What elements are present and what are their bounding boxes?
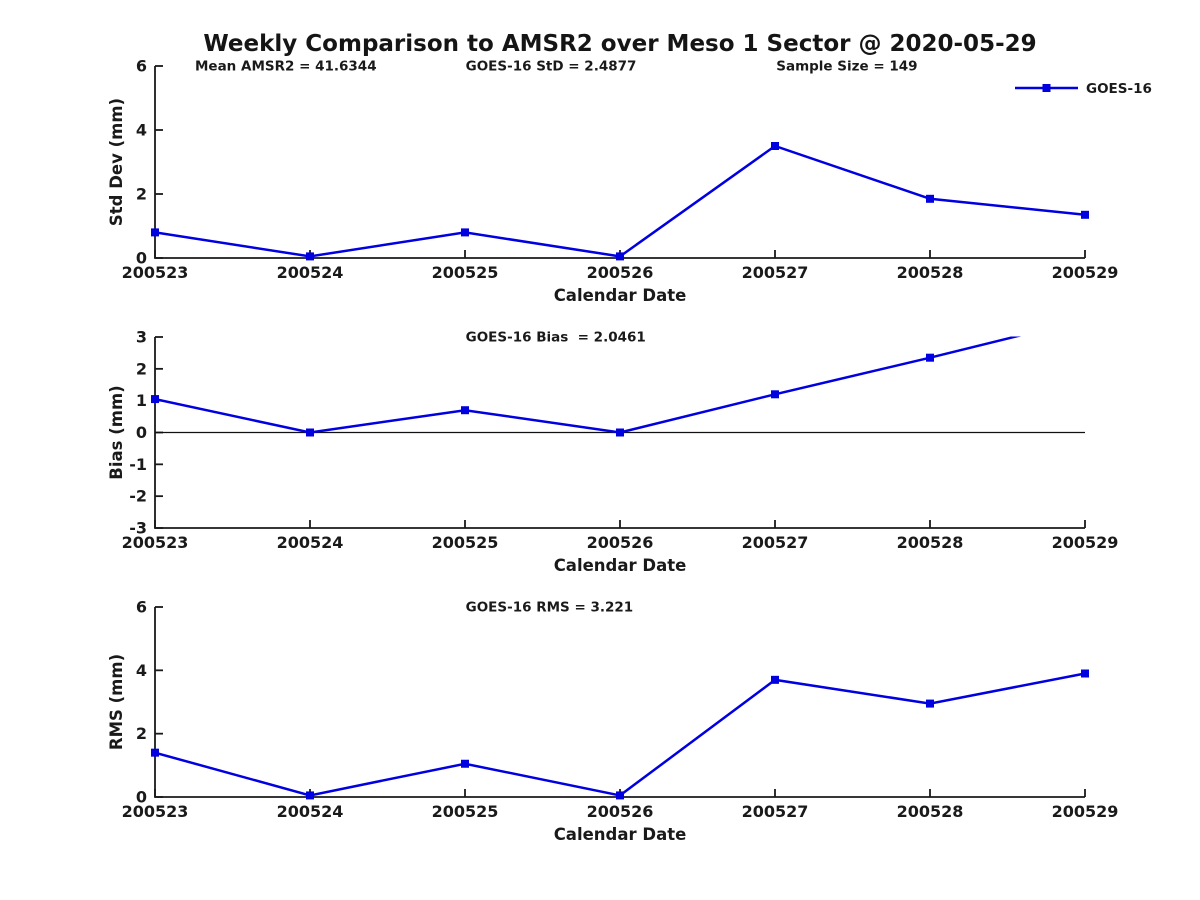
data-marker [461,406,469,415]
y-tick-label: -2 [129,487,147,506]
legend-label: GOES-16 [1086,81,1152,97]
figure-title: Weekly Comparison to AMSR2 over Meso 1 S… [203,31,1037,57]
data-marker [926,194,934,203]
x-tick-label: 200523 [122,802,189,821]
data-marker [306,791,314,800]
x-tick-label: 200526 [587,533,654,552]
data-marker [306,252,314,261]
data-marker [151,748,159,757]
x-axis-label: Calendar Date [554,556,687,575]
data-line [155,144,1086,258]
x-tick-label: 200527 [742,802,809,821]
x-tick-label: 200526 [587,263,654,282]
y-tick-label: 0 [136,423,147,442]
data-marker [1081,210,1089,219]
data-marker [616,428,624,437]
axis-spines [154,66,1085,259]
data-marker [461,759,469,768]
y-tick-label: -3 [129,519,147,538]
x-tick-label: 200524 [277,533,344,552]
data-marker [616,252,624,261]
x-tick-label: 200524 [277,263,344,282]
y-tick-label: 1 [136,391,147,410]
y-tick-label: -1 [129,455,147,474]
x-tick-label: 200528 [897,533,964,552]
y-tick-label: 2 [136,359,147,378]
data-marker [306,428,314,437]
data-marker [771,142,779,150]
y-tick-label: 6 [136,57,147,76]
x-tick-label: 200524 [277,802,344,821]
x-tick-label: 200525 [432,263,499,282]
data-marker [461,228,469,237]
legend-marker [1042,84,1051,92]
x-axis-label: Calendar Date [554,286,687,305]
y-axis-label: Bias (mm) [107,385,126,479]
x-tick-label: 200526 [587,802,654,821]
x-tick-label: 200529 [1052,802,1119,821]
annotation: GOES-16 Bias = 2.0461 [466,330,646,346]
y-tick-label: 2 [136,185,147,204]
y-tick-label: 2 [136,724,147,743]
y-tick-label: 4 [136,121,147,140]
x-axis-label: Calendar Date [554,825,687,844]
data-marker [1081,669,1089,678]
legend: GOES-16 [1015,81,1152,97]
y-tick-label: 3 [136,328,147,347]
x-tick-label: 200527 [742,533,809,552]
data-marker [771,675,779,684]
x-tick-label: 200528 [897,802,964,821]
annotation: GOES-16 RMS = 3.221 [466,600,634,616]
y-tick-label: 0 [136,249,147,268]
x-tick-label: 200523 [122,263,189,282]
data-marker [771,390,779,399]
chart-rms: 0 2 4 6 200523 200524 200525 200526 200527 200528… [107,598,1118,845]
data-marker [151,395,159,404]
x-tick-label: 200525 [432,533,499,552]
annotation: Mean AMSR2 = 41.6344 [195,59,377,75]
axis-spines [154,607,1085,798]
data-line [155,672,1086,797]
annotation: GOES-16 StD = 2.4877 [466,59,637,75]
chart-std-dev: 0 2 4 6 200523 200524 200525 200526 200527 200528… [107,57,1152,306]
annotation: Sample Size = 149 [776,59,917,75]
y-tick-label: 4 [136,661,147,680]
y-axis-label: RMS (mm) [107,654,126,750]
data-marker [926,353,934,362]
y-tick-label: 0 [136,788,147,807]
data-marker [926,699,934,708]
x-tick-label: 200525 [432,802,499,821]
y-tick-label: 6 [136,598,147,617]
x-tick-label: 200527 [742,263,809,282]
x-tick-label: 200528 [897,263,964,282]
y-axis-label: Std Dev (mm) [107,98,126,226]
x-tick-label: 200523 [122,533,189,552]
x-tick-label: 200529 [1052,533,1119,552]
data-marker [151,228,159,237]
data-marker [616,791,624,800]
x-tick-label: 200529 [1052,263,1119,282]
